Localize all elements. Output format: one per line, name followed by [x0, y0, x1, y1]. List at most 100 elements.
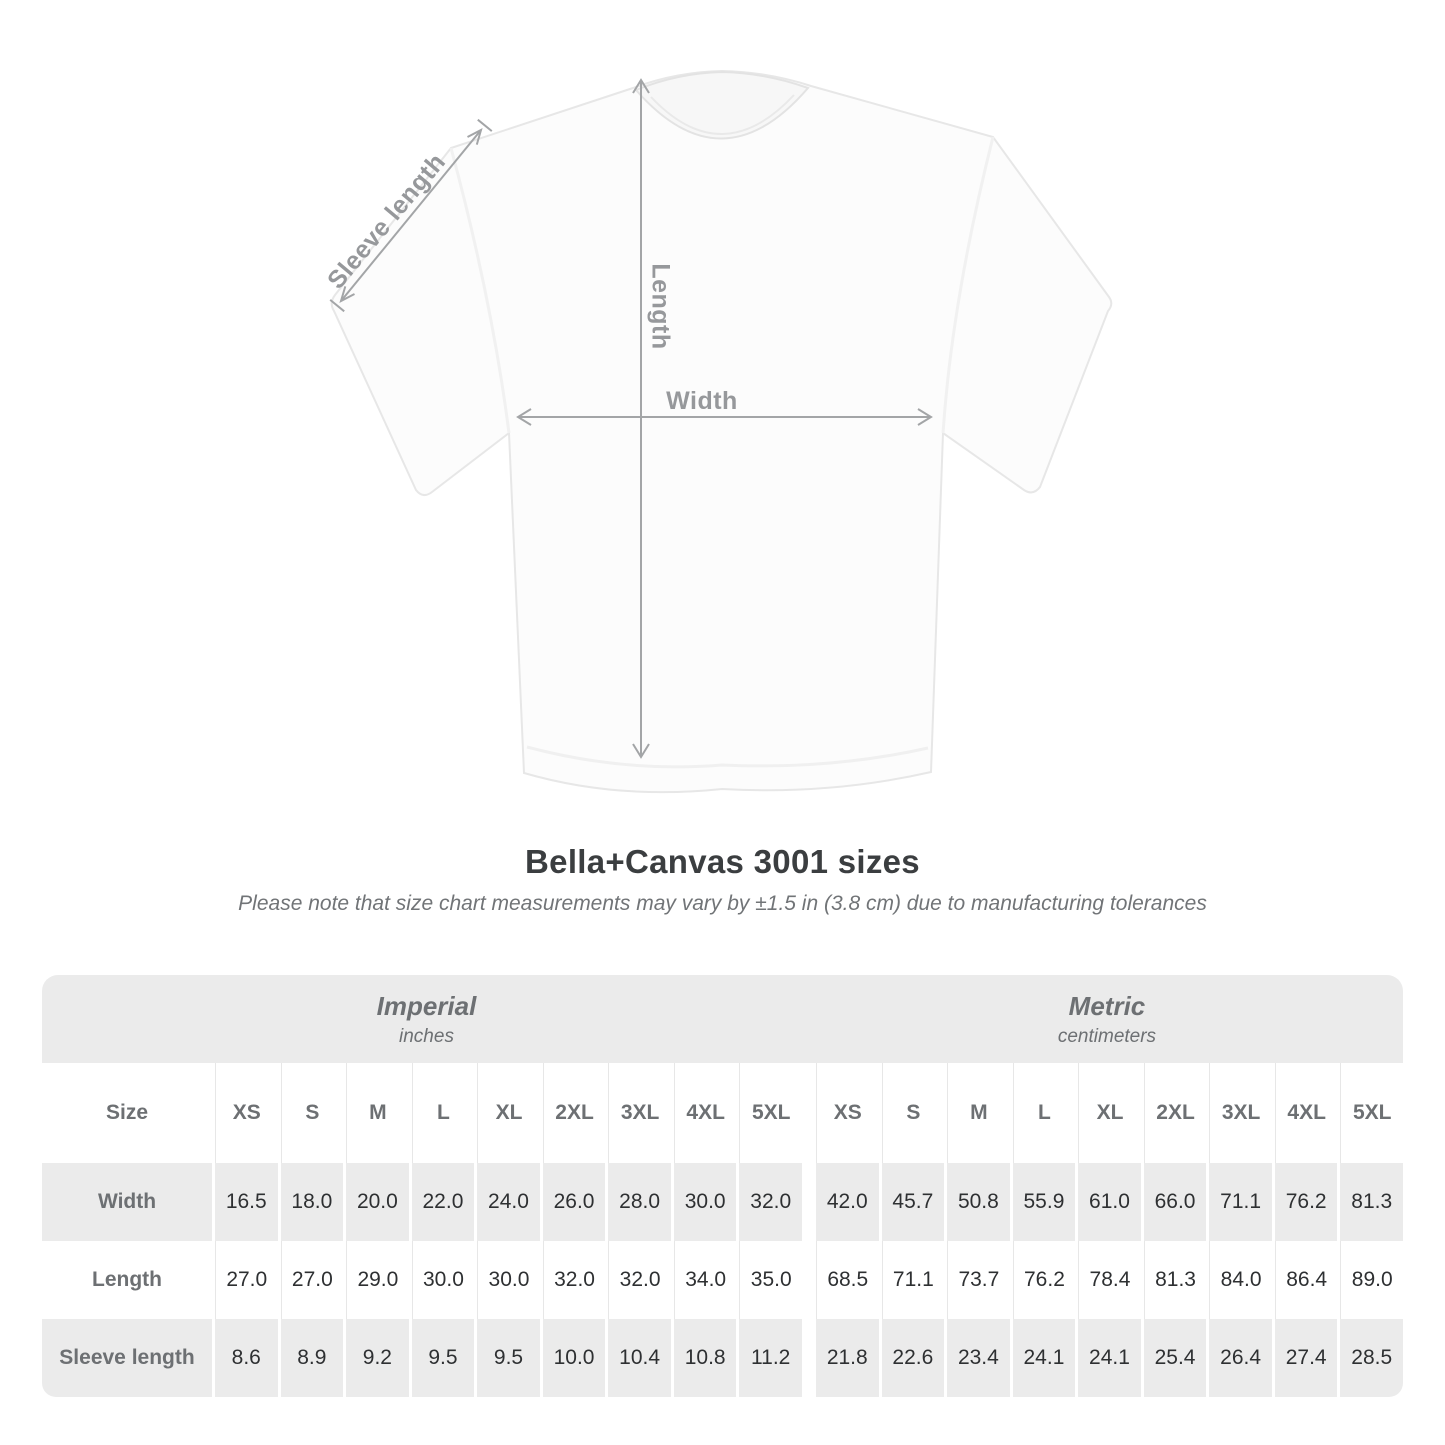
table-cell: L	[1012, 1063, 1076, 1163]
table-cell: S	[280, 1063, 344, 1163]
table-cell: 34.0	[673, 1241, 737, 1319]
table-cell: 10.4	[608, 1319, 671, 1397]
table-cell: 5XL	[739, 1063, 802, 1163]
table-cell: 89.0	[1340, 1241, 1403, 1319]
table-cell: 32.0	[739, 1163, 802, 1241]
table-cell: 35.0	[739, 1241, 802, 1319]
row-label: Size	[105, 1101, 149, 1124]
size-table: Imperial inches Metric centimeters Size X…	[42, 975, 1403, 1397]
table-cell: 9.5	[411, 1319, 475, 1397]
table-cell: 30.0	[477, 1241, 540, 1319]
table-cell: 61.0	[1078, 1163, 1141, 1241]
group-gap	[805, 1163, 813, 1241]
table-cell: 24.0	[477, 1163, 540, 1241]
table-cell: 27.4	[1274, 1319, 1338, 1397]
length-arrow	[632, 78, 650, 759]
width-dimension-label: Width	[666, 387, 738, 415]
tolerance-note: Please note that size chart measurements…	[238, 892, 1207, 915]
collar-inner-edge	[650, 94, 795, 135]
table-cell: 2XL	[542, 1063, 606, 1163]
table-cell: 11.2	[739, 1319, 802, 1397]
table-cell: 66.0	[1143, 1163, 1207, 1241]
page-title: Bella+Canvas 3001 sizes	[525, 843, 920, 880]
group-gap	[805, 1241, 813, 1319]
table-cell: L	[411, 1063, 475, 1163]
tshirt-measurement-diagram: Sleeve length Length Width	[322, 69, 1113, 794]
table-cell: 16.5	[215, 1163, 278, 1241]
table-cell: 9.5	[477, 1319, 540, 1397]
table-cell: 50.8	[947, 1163, 1010, 1241]
table-cell: 76.2	[1274, 1163, 1338, 1241]
imperial-unit-label: inches	[399, 1025, 454, 1047]
row-label: Width	[42, 1163, 212, 1241]
table-cell: 30.0	[411, 1241, 475, 1319]
table-cell: XL	[477, 1063, 540, 1163]
table-cell: 8.6	[215, 1319, 278, 1397]
table-cell: XL	[1078, 1063, 1141, 1163]
table-cell: 9.2	[346, 1319, 409, 1397]
table-cell: 3XL	[608, 1063, 671, 1163]
collar	[634, 70, 810, 140]
metric-label: Metric	[1068, 990, 1146, 1021]
table-cell: 22.6	[881, 1319, 945, 1397]
table-cell: 5XL	[1340, 1063, 1403, 1163]
row-label: Sleeve length	[42, 1319, 212, 1397]
table-cell: 25.4	[1143, 1319, 1207, 1397]
table-cell: 45.7	[881, 1163, 945, 1241]
table-cell: 30.0	[673, 1163, 737, 1241]
table-cell: 81.3	[1340, 1163, 1403, 1241]
size-header-row: Size XS S M L XL 2XL 3XL 4XL 5XL XS S M L XL 2XL 3XL 4XL 5…	[42, 1063, 1403, 1163]
table-cell: M	[947, 1063, 1010, 1163]
table-cell: 76.2	[1012, 1241, 1076, 1319]
size-table-body: Size XS S M L XL 2XL 3XL 4XL 5XL XS S M L XL 2XL 3XL 4XL 5…	[42, 1063, 1403, 1397]
table-cell: 26.0	[542, 1163, 606, 1241]
imperial-label: Imperial	[376, 990, 477, 1021]
table-cell: 71.1	[1209, 1163, 1272, 1241]
tshirt-graphic	[329, 69, 1113, 794]
table-cell: 21.8	[816, 1319, 879, 1397]
table-cell: 4XL	[673, 1063, 737, 1163]
length-dimension-label: Length	[646, 263, 675, 350]
table-cell: 78.4	[1078, 1241, 1141, 1319]
table-cell: 10.0	[542, 1319, 606, 1397]
unit-header-band: Imperial inches Metric centimeters	[42, 975, 1403, 1063]
table-cell: 18.0	[280, 1163, 344, 1241]
table-cell: 84.0	[1209, 1241, 1272, 1319]
table-cell: S	[881, 1063, 945, 1163]
table-cell: 3XL	[1209, 1063, 1272, 1163]
table-cell: M	[346, 1063, 409, 1163]
measurement-row-sleeve-length: Sleeve length 8.6 8.9 9.2 9.5 9.5 10.0 10.4 10.8…	[42, 1319, 1403, 1397]
measurement-row-width: Width 16.5 18.0 20.0 22.0 24.0 26.0 28.0 30.0 32.…	[42, 1163, 1403, 1241]
metric-unit-label: centimeters	[1057, 1025, 1157, 1047]
measurement-row-length: Length 27.0 27.0 29.0 30.0 30.0 32.0 32.0 34.0 35…	[42, 1241, 1403, 1319]
table-cell: 24.1	[1078, 1319, 1141, 1397]
table-cell: 24.1	[1012, 1319, 1076, 1397]
table-cell: 23.4	[947, 1319, 1010, 1397]
table-cell: XS	[816, 1063, 879, 1163]
group-gap	[805, 1063, 813, 1163]
table-cell: 22.0	[411, 1163, 475, 1241]
table-cell: 32.0	[542, 1241, 606, 1319]
table-cell: 28.5	[1340, 1319, 1403, 1397]
table-cell: 73.7	[947, 1241, 1010, 1319]
table-cell: 20.0	[346, 1163, 409, 1241]
group-gap	[805, 1319, 813, 1397]
table-cell: 81.3	[1143, 1241, 1207, 1319]
table-cell: 27.0	[280, 1241, 344, 1319]
imperial-header: Imperial inches	[42, 975, 811, 1063]
table-cell: 10.8	[673, 1319, 737, 1397]
left-sleeve-seam	[449, 147, 511, 434]
sleeve-length-arrow	[329, 118, 493, 313]
table-cell: XS	[215, 1063, 278, 1163]
table-cell: 8.9	[280, 1319, 344, 1397]
shirt-hem-stitch	[526, 745, 929, 769]
table-cell: 27.0	[215, 1241, 278, 1319]
table-cell: 26.4	[1209, 1319, 1272, 1397]
row-label: Length	[92, 1268, 162, 1291]
table-cell: 2XL	[1143, 1063, 1207, 1163]
table-cell: 29.0	[346, 1241, 409, 1319]
table-cell: 55.9	[1012, 1163, 1076, 1241]
table-cell: 68.5	[816, 1241, 879, 1319]
table-cell: 32.0	[608, 1241, 671, 1319]
